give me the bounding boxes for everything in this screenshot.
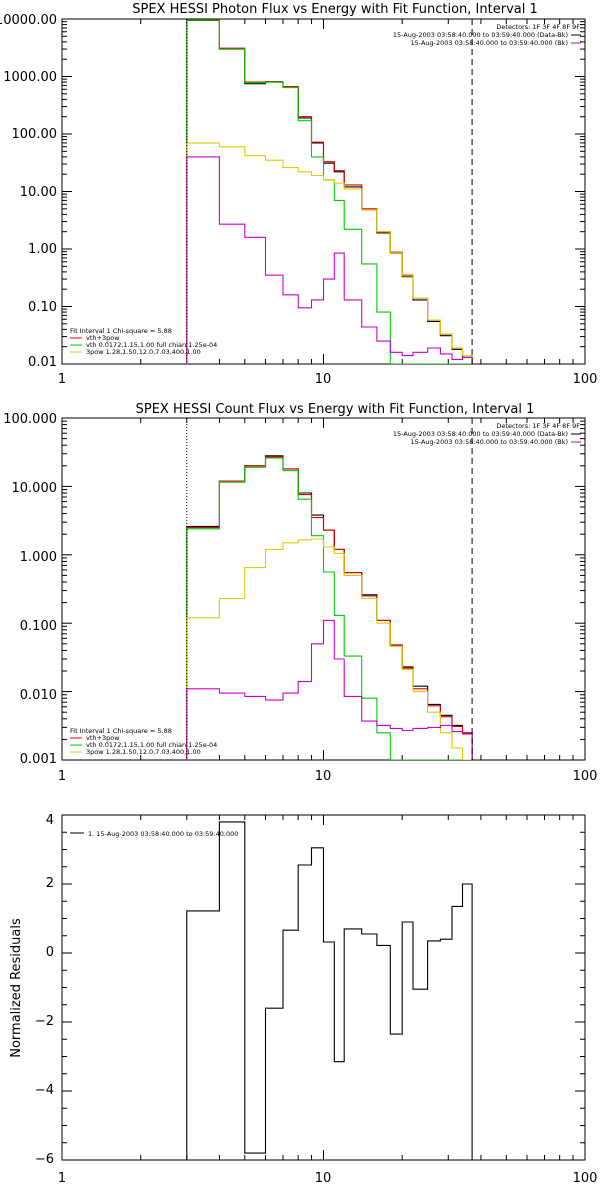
photon-y-tick-label: 100.00: [12, 127, 58, 142]
photon-y-tick-label: 10.00: [20, 185, 57, 200]
count-y-tick-label: 100.000: [3, 412, 57, 427]
count-flux-panel: SPEX HESSI Count Flux vs Energy with Fit…: [3, 402, 597, 784]
count-flux-y-tick-labels: 100.000 10.000 1.000 0.100 0.010 0.001: [3, 412, 57, 767]
legend-total-label: vth+3pow: [86, 334, 120, 342]
data-series-line: [186, 19, 473, 364]
residuals-legend: 1. 15-Aug-2003 03:58:40.000 to 03:59:40.…: [70, 830, 238, 838]
count-flux-range-lines: [186, 418, 473, 760]
photon-flux-plot-frame: [61, 18, 586, 365]
count-y-tick-label: 1.000: [20, 550, 57, 565]
data-series-line: [186, 455, 473, 760]
vth-series-line: [186, 457, 473, 760]
pow-series-line: [186, 538, 473, 760]
legend-vth-label: vth 0.0172,1.15,1.00 full chian 1.25e-04: [86, 741, 217, 749]
legend-data-interval: 15-Aug-2003 03:58:40.000 to 03:59:40.000…: [393, 31, 568, 39]
photon-y-tick-label: 0.10: [28, 300, 57, 315]
photon-flux-axis-ticks: [62, 19, 585, 364]
legend-bk-interval: 15-Aug-2003 03:58:40.000 to 03:59:40.000…: [411, 438, 568, 446]
photon-y-tick-label: 1000.00: [3, 70, 57, 85]
legend-fit-interval: Fit Interval 1 Chi-square = 5.88: [70, 727, 172, 735]
photon-flux-x-tick-labels: 1 10 100: [58, 372, 598, 387]
residual-y-tick-label: 4: [46, 813, 54, 828]
legend-bk-interval: 15-Aug-2003 03:58:40.000 to 03:59:40.000…: [411, 39, 568, 47]
photon-x-tick-label: 10: [315, 372, 332, 387]
residual-x-tick-label: 10: [315, 1171, 332, 1186]
bk-series-line: [186, 156, 473, 364]
count-flux-legend-bottom: Fit Interval 1 Chi-square = 5.88 vth+3po…: [70, 727, 217, 756]
residual-y-tick-label: −2: [35, 1014, 54, 1029]
residual-series-line: [186, 821, 473, 1160]
residual-x-tick-label: 1: [58, 1171, 66, 1186]
legend-pow-label: 3pow 1.28,1.50,12.0,7.03,400,1.00: [86, 348, 201, 356]
residual-y-tick-label: −6: [35, 1152, 54, 1167]
count-flux-x-tick-labels: 1 10 100: [58, 769, 598, 784]
count-x-tick-label: 100: [573, 769, 598, 784]
count-x-tick-label: 1: [58, 769, 66, 784]
photon-y-tick-label: 1.00: [28, 242, 57, 257]
residual-x-tick-label: 100: [573, 1171, 598, 1186]
count-flux-plot-frame: [61, 417, 586, 761]
photon-flux-title: SPEX HESSI Photon Flux vs Energy with Fi…: [132, 2, 538, 17]
photon-flux-range-lines: [186, 19, 473, 364]
residuals-y-tick-labels: −6 −4 −2 0 2 4: [35, 813, 54, 1167]
legend-pow-label: 3pow 1.28,1.50,12.0,7.03,400,1.00: [86, 748, 201, 756]
bk-series-line: [186, 619, 473, 760]
residuals-y-axis-label: Normalized Residuals: [9, 918, 24, 1058]
photon-flux-y-tick-labels: 10000.00 1000.00 100.00 10.00 1.00 0.10 …: [0, 13, 57, 370]
count-flux-axis-ticks: [62, 418, 585, 760]
photon-y-tick-label: 0.01: [28, 355, 57, 370]
total-series-line: [186, 19, 473, 364]
residual-y-tick-label: 2: [46, 876, 54, 891]
count-flux-legend-top: Detectors: 1F 3F 4F 8F 9F 15-Aug-2003 03…: [393, 422, 581, 446]
photon-y-tick-label: 10000.00: [0, 13, 57, 28]
vth-series-line: [186, 19, 473, 364]
count-x-tick-label: 10: [315, 769, 332, 784]
residual-y-tick-label: −4: [35, 1083, 54, 1098]
total-series-line: [186, 456, 473, 760]
count-y-tick-label: 0.100: [20, 619, 57, 634]
count-flux-title: SPEX HESSI Count Flux vs Energy with Fit…: [136, 402, 535, 417]
legend-detectors: Detectors: 1F 3F 4F 8F 9F: [496, 23, 580, 31]
legend-residual-label: 1. 15-Aug-2003 03:58:40.000 to 03:59:40.…: [88, 830, 238, 838]
photon-flux-panel: SPEX HESSI Photon Flux vs Energy with Fi…: [0, 2, 597, 387]
count-y-tick-label: 10.000: [12, 481, 58, 496]
legend-detectors: Detectors: 1F 3F 4F 8F 9F: [496, 422, 580, 430]
residuals-panel: −6 −4 −2 0 2 4 1 10 100 Normalized Resid…: [9, 813, 597, 1186]
photon-flux-legend-top: Detectors: 1F 3F 4F 8F 9F 15-Aug-2003 03…: [393, 23, 581, 47]
residual-y-tick-label: 0: [46, 945, 54, 960]
legend-fit-interval: Fit Interval 1 Chi-square = 5.88: [70, 327, 172, 335]
count-y-tick-label: 0.001: [20, 752, 57, 767]
legend-data-interval: 15-Aug-2003 03:58:40.000 to 03:59:40.000…: [393, 430, 568, 438]
residuals-x-tick-labels: 1 10 100: [58, 1171, 598, 1186]
legend-total-label: vth+3pow: [86, 734, 120, 742]
residuals-series: [186, 821, 473, 1160]
legend-vth-label: vth 0.0172,1.15,1.00 full chian 1.25e-04: [86, 341, 217, 349]
photon-flux-series: [186, 19, 473, 364]
photon-x-tick-label: 1: [58, 372, 66, 387]
pow-series-line: [186, 142, 473, 364]
photon-x-tick-label: 100: [573, 372, 598, 387]
count-flux-series: [186, 455, 473, 760]
count-y-tick-label: 0.010: [20, 688, 57, 703]
photon-flux-legend-bottom: Fit Interval 1 Chi-square = 5.88 vth+3po…: [70, 327, 217, 356]
